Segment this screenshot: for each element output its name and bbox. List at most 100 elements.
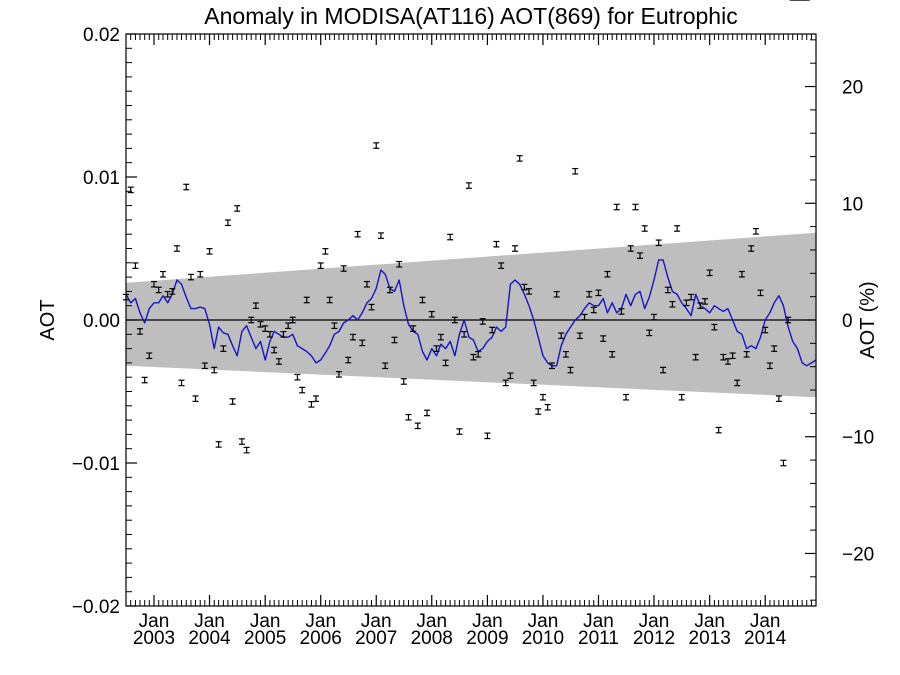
data-point	[354, 230, 361, 238]
data-point	[386, 286, 393, 294]
data-point	[299, 386, 306, 394]
data-point	[498, 262, 505, 269]
data-point	[206, 248, 213, 255]
data-point	[326, 296, 333, 304]
x-tick-label-year: 2004	[188, 628, 231, 649]
data-point	[238, 438, 245, 445]
data-point	[410, 325, 417, 332]
data-point	[586, 290, 593, 298]
data-point	[433, 345, 440, 352]
data-point	[511, 245, 518, 252]
data-point	[484, 432, 491, 440]
data-point	[752, 228, 759, 235]
data-point	[576, 332, 583, 340]
data-point	[613, 203, 620, 211]
data-point	[530, 379, 537, 387]
data-point	[248, 316, 255, 324]
data-point	[595, 289, 602, 297]
data-point	[567, 366, 574, 374]
y-axis-label-right: AOT (%)	[857, 281, 879, 358]
data-point	[252, 302, 259, 310]
x-tick-label-month: Jan	[194, 611, 225, 632]
trend-band-layer	[126, 232, 816, 398]
data-point	[289, 316, 296, 324]
x-tick-label-year: 2014	[744, 628, 787, 649]
x-tick-label-year: 2005	[244, 628, 286, 649]
data-point	[335, 371, 342, 378]
data-point	[447, 233, 454, 241]
data-point	[785, 316, 792, 324]
data-point	[164, 290, 171, 298]
x-tick-label-month: Jan	[750, 611, 781, 632]
data-point	[678, 393, 685, 401]
data-point	[178, 379, 185, 387]
data-point	[475, 351, 482, 358]
data-point	[211, 366, 218, 374]
data-point	[173, 245, 180, 252]
data-point	[141, 376, 148, 384]
data-point	[391, 336, 398, 344]
data-point	[224, 219, 231, 227]
x-tick-label-month: Jan	[361, 611, 392, 632]
x-tick-label-year: 2013	[689, 628, 731, 649]
data-point	[146, 352, 153, 360]
data-point	[197, 270, 204, 278]
data-point	[363, 280, 370, 288]
data-point	[600, 335, 607, 342]
data-point	[349, 333, 356, 341]
data-point	[623, 393, 630, 401]
data-point	[637, 252, 644, 259]
data-point	[201, 362, 208, 370]
data-point	[489, 326, 496, 334]
data-point	[701, 298, 708, 305]
data-point	[646, 329, 653, 337]
data-point	[507, 372, 514, 380]
data-point	[187, 273, 194, 281]
x-tick-label-month: Jan	[528, 611, 559, 632]
x-tick-label-year: 2009	[466, 628, 508, 649]
data-point	[340, 265, 347, 272]
data-point	[558, 332, 565, 340]
y-tick-label-left: −0.02	[72, 597, 120, 618]
x-tick-label-month: Jan	[139, 611, 170, 632]
data-point	[405, 413, 412, 421]
data-point	[382, 362, 389, 370]
y-tick-label-right: 10	[842, 194, 863, 215]
axes-layer: 0.020.010.00−0.01−0.0220100−10−20Jan2003…	[72, 25, 874, 649]
data-point	[243, 446, 250, 454]
anomaly-points-layer	[123, 0, 810, 467]
data-point	[738, 270, 745, 278]
data-point	[215, 441, 222, 448]
data-point	[192, 395, 199, 402]
data-point	[771, 345, 778, 352]
data-point	[437, 333, 444, 341]
x-tick-label-year: 2006	[300, 628, 342, 649]
data-point	[280, 330, 287, 338]
data-point	[183, 183, 190, 191]
data-point	[627, 245, 634, 252]
data-point	[734, 379, 741, 387]
data-point	[544, 403, 551, 411]
data-point	[590, 306, 597, 314]
data-point	[669, 300, 676, 308]
data-point	[419, 296, 426, 304]
data-point	[493, 240, 500, 248]
data-point	[266, 330, 273, 338]
x-tick-label-year: 2012	[633, 628, 675, 649]
data-point	[136, 328, 143, 335]
data-point	[535, 408, 542, 415]
data-point	[220, 345, 227, 352]
data-point	[396, 260, 403, 268]
data-point	[562, 351, 569, 358]
data-point	[609, 351, 616, 358]
data-point	[780, 459, 787, 467]
data-point	[650, 313, 657, 321]
data-point	[479, 318, 486, 325]
trend-band	[126, 232, 816, 398]
data-point	[521, 283, 528, 291]
data-point	[692, 353, 699, 361]
data-point	[525, 288, 532, 295]
data-point	[581, 313, 588, 321]
data-point	[743, 351, 750, 358]
data-point	[618, 308, 625, 315]
